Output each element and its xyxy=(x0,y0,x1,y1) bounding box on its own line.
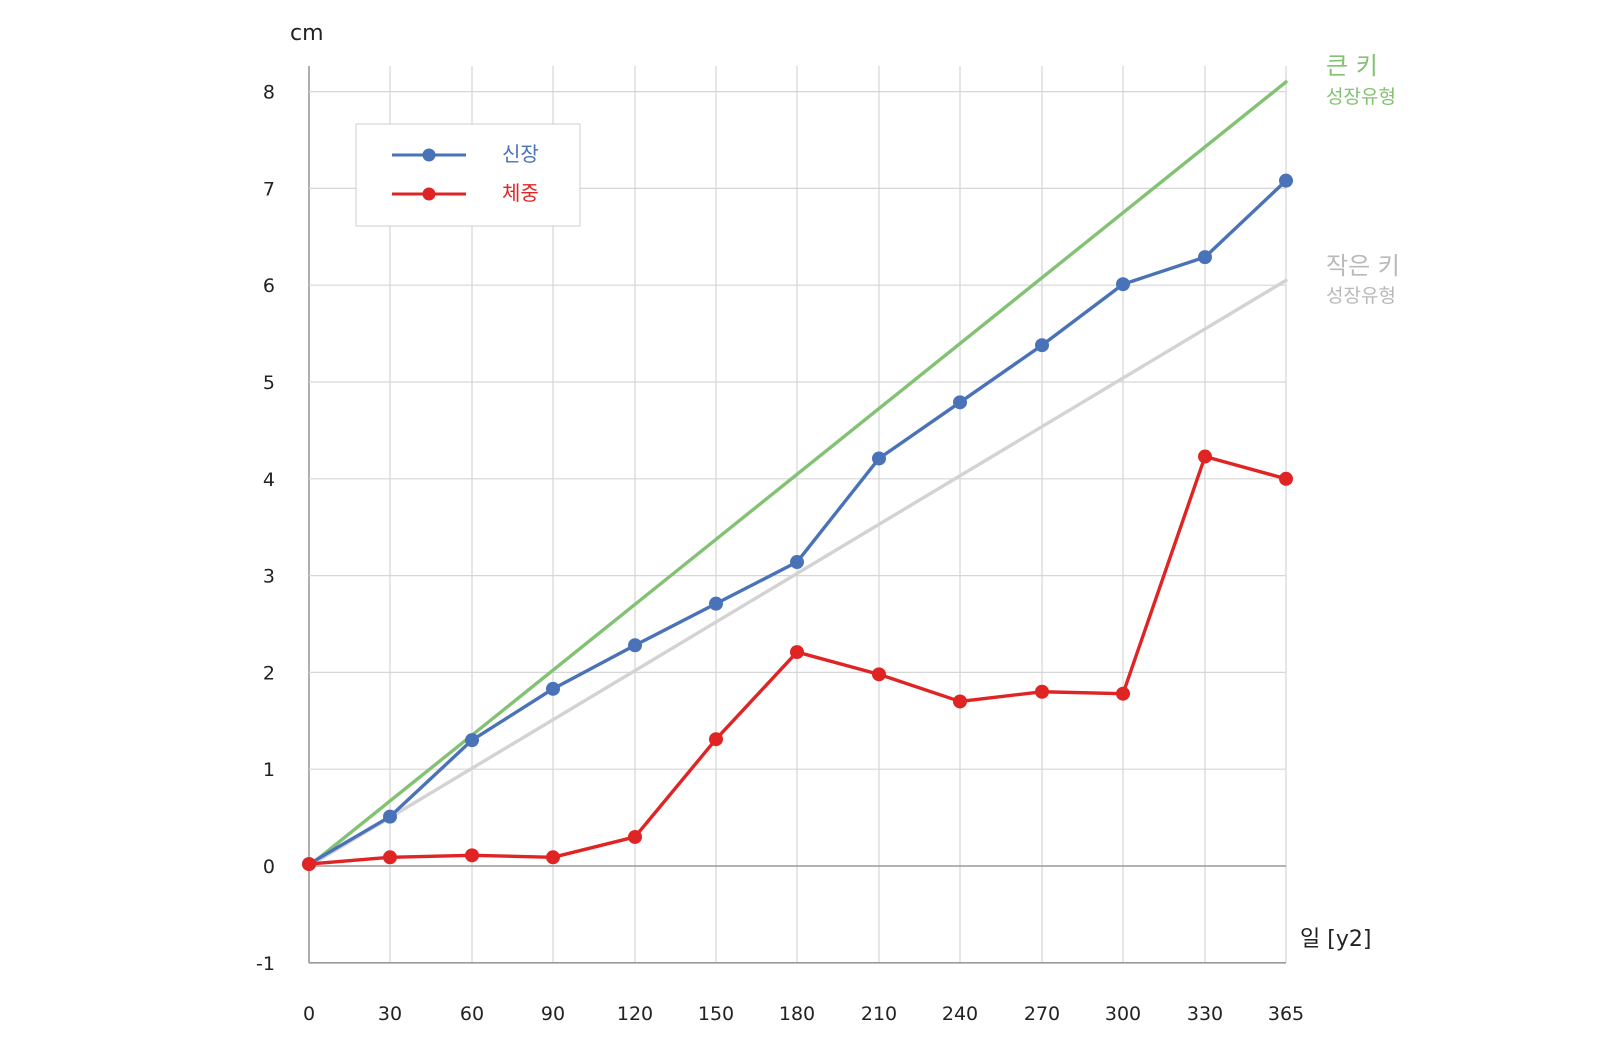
x-tick-label: 90 xyxy=(541,1003,565,1025)
y-axis-unit: cm xyxy=(290,21,324,46)
y-tick-label: 1 xyxy=(263,759,275,781)
x-tick-label: 30 xyxy=(378,1003,402,1025)
reference-label-short: 작은 키 xyxy=(1326,252,1400,280)
y-tick-label: 8 xyxy=(263,82,275,104)
legend: 신장 체중 xyxy=(355,123,581,227)
y-tick-label: 6 xyxy=(263,275,275,297)
legend-marker-weight xyxy=(422,187,436,201)
reference-sublabel-short: 성장유형 xyxy=(1326,285,1396,307)
x-tick-label: 240 xyxy=(942,1003,978,1025)
data-point-weight xyxy=(872,667,886,682)
y-tick-label: 0 xyxy=(263,856,275,878)
y-tick-label: 3 xyxy=(263,566,275,588)
data-point-height xyxy=(1279,173,1293,188)
data-point-height xyxy=(628,638,642,653)
data-point-weight xyxy=(383,850,397,865)
y-tick-label: -1 xyxy=(256,953,275,975)
data-point-weight xyxy=(1198,449,1212,464)
data-point-height xyxy=(953,395,967,410)
data-point-weight xyxy=(302,857,316,872)
series-lines xyxy=(302,173,1293,872)
data-point-height xyxy=(383,809,397,824)
reference-line-short xyxy=(307,278,1288,868)
data-point-weight xyxy=(465,848,479,863)
x-tick-label: 120 xyxy=(617,1003,653,1025)
data-point-height xyxy=(709,596,723,611)
data-point-height xyxy=(790,555,804,570)
y-tick-label: 5 xyxy=(263,372,275,394)
x-tick-label: 210 xyxy=(861,1003,897,1025)
x-tick-label: 365 xyxy=(1268,1003,1304,1025)
data-point-weight xyxy=(790,645,804,660)
data-point-weight xyxy=(1035,684,1049,699)
tick-labels: 0 30 60 90 120 150 180 210 240 270 300 330 365-10123… xyxy=(256,82,1304,1025)
x-tick-label: 180 xyxy=(779,1003,815,1025)
x-tick-label: 60 xyxy=(460,1003,484,1025)
reference-sublabel-tall: 성장유형 xyxy=(1326,86,1396,108)
data-point-weight xyxy=(628,829,642,844)
data-point-weight xyxy=(546,850,560,865)
x-tick-label: 330 xyxy=(1187,1003,1223,1025)
data-point-height xyxy=(1116,277,1130,292)
x-tick-label: 270 xyxy=(1024,1003,1060,1025)
data-point-weight xyxy=(1116,686,1130,701)
legend-marker-height xyxy=(422,148,436,162)
data-point-weight xyxy=(1279,471,1293,486)
legend-label-height: 신장 xyxy=(502,142,539,166)
data-point-height xyxy=(546,681,560,696)
data-point-height xyxy=(465,733,479,748)
data-point-weight xyxy=(953,694,967,709)
x-axis-label: 일 [y2] xyxy=(1300,927,1371,952)
legend-label-weight: 체중 xyxy=(502,181,539,205)
legend-box xyxy=(355,123,581,227)
data-point-weight xyxy=(709,732,723,747)
x-tick-label: 300 xyxy=(1105,1003,1141,1025)
x-tick-label: 0 xyxy=(303,1003,315,1025)
y-tick-label: 2 xyxy=(263,662,275,684)
data-point-height xyxy=(872,451,886,466)
y-tick-label: 4 xyxy=(263,469,275,491)
x-tick-label: 150 xyxy=(698,1003,734,1025)
grid xyxy=(308,66,1287,964)
data-point-height xyxy=(1198,250,1212,265)
reference-label-tall: 큰 키 xyxy=(1326,52,1378,80)
y-tick-label: 7 xyxy=(263,178,275,200)
data-point-height xyxy=(1035,338,1049,353)
